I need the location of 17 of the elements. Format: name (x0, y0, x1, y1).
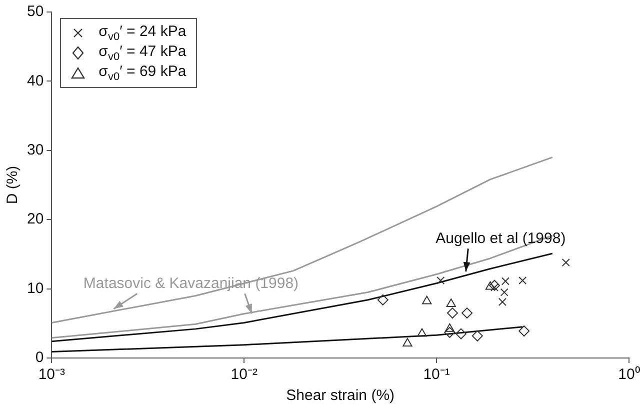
y-tick-label: 50 (26, 3, 44, 20)
x-tick-label: 10⁻¹ (423, 366, 450, 384)
legend-label: σ$_{v0}$′ = 47 kPa (98, 43, 186, 63)
legend-label: σ$_{v0}$′ = 24 kPa (98, 23, 186, 43)
annotation: Matasovic & Kavazanjian (1998) (83, 274, 299, 292)
y-tick-label: 0 (35, 349, 44, 366)
x-tick-label: 10⁻³ (38, 366, 66, 384)
legend-label: σ$_{v0}$′ = 69 kPa (98, 63, 186, 83)
annotation: Augello et al (1998) (436, 230, 566, 247)
x-tick-label: 10⁻² (230, 366, 258, 384)
x-axis-title: Shear strain (%) (286, 387, 395, 404)
y-tick-label: 30 (26, 142, 44, 159)
y-axis-title: D (%) (4, 166, 22, 204)
x-tick-label: 10⁰ (618, 366, 640, 384)
y-tick-label: 20 (26, 210, 44, 228)
y-tick-label: 10 (26, 280, 44, 297)
y-tick-label: 40 (26, 72, 44, 90)
